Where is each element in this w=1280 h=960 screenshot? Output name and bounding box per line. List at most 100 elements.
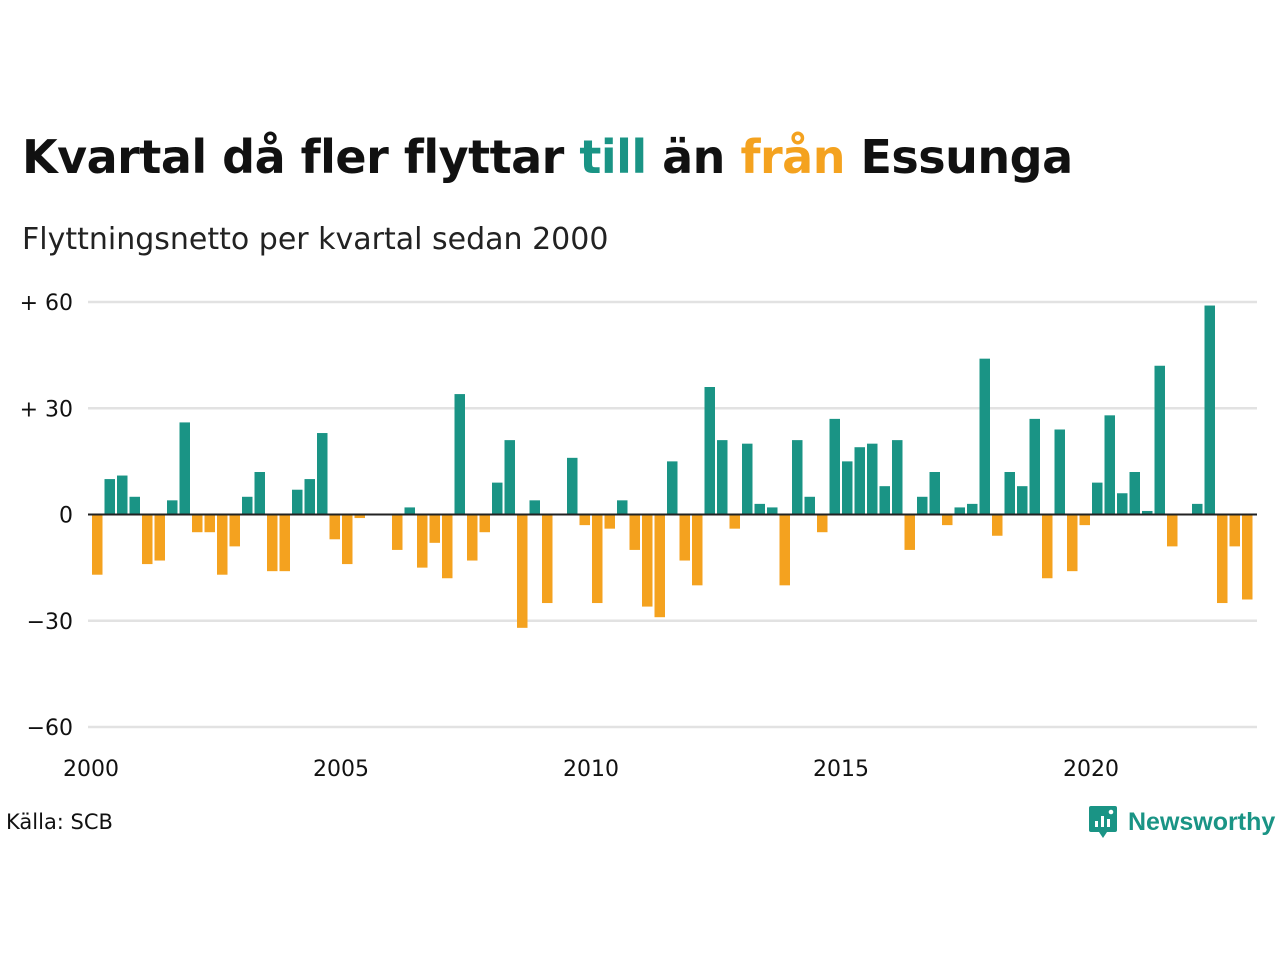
bar-negative <box>629 514 640 550</box>
bar-positive <box>1192 503 1203 515</box>
y-tick-label: + 60 <box>20 291 73 316</box>
bar-positive <box>1142 510 1153 515</box>
newsworthy-chart-bubble-icon <box>1089 806 1117 838</box>
bar-positive <box>1154 365 1165 515</box>
chart-subtitle: Flyttningsnetto per kvartal sedan 2000 <box>22 222 609 257</box>
bar-negative <box>992 514 1003 536</box>
x-tick-label: 2010 <box>563 757 619 782</box>
bar-positive <box>567 457 578 515</box>
bar-positive <box>879 486 890 515</box>
bar-positive <box>867 443 878 515</box>
bar-positive <box>804 496 815 515</box>
chart-title: Kvartal då fler flyttar till än från Ess… <box>22 130 1073 184</box>
bar-positive <box>742 443 753 515</box>
bar-positive <box>1129 472 1140 515</box>
bar-negative <box>1079 514 1090 526</box>
bar-negative <box>354 514 365 519</box>
bar-positive <box>179 422 190 515</box>
bar-positive <box>1092 482 1103 515</box>
bar-positive <box>704 387 715 515</box>
bar-positive <box>929 472 940 515</box>
bar-positive <box>492 482 503 515</box>
bar-positive <box>1029 418 1040 515</box>
title-part-2: än <box>646 130 741 184</box>
x-tick-label: 2020 <box>1063 757 1119 782</box>
bar-negative <box>1042 514 1053 579</box>
gridlines <box>88 300 1257 729</box>
y-axis-tick-labels: + 60 + 30 0 −30 −60 <box>20 291 73 741</box>
bar-negative <box>542 514 553 604</box>
y-tick-label: −60 <box>27 716 73 741</box>
bar-negative <box>329 514 340 540</box>
y-tick-label: 0 <box>59 504 73 529</box>
bar-positive <box>1104 415 1115 515</box>
bar-negative <box>779 514 790 586</box>
bar-negative <box>592 514 603 604</box>
bar-negative <box>154 514 165 561</box>
bar-negative <box>1229 514 1240 547</box>
bar-negative <box>1217 514 1228 604</box>
bar-positive <box>454 394 465 515</box>
source-note: Källa: SCB <box>6 810 113 834</box>
bar-positive <box>667 461 678 515</box>
x-tick-label: 2015 <box>813 757 869 782</box>
bar-negative <box>654 514 665 618</box>
bar-negative <box>517 514 528 628</box>
bar-positive <box>767 507 778 515</box>
bar-negative <box>442 514 453 579</box>
title-part-3: Essunga <box>844 130 1073 184</box>
bar-positive <box>1117 493 1128 515</box>
bar-negative <box>467 514 478 561</box>
bar-positive <box>1004 472 1015 515</box>
bar-negative <box>604 514 615 529</box>
bar-negative <box>692 514 703 586</box>
bar-positive <box>1054 429 1065 515</box>
y-tick-label: −30 <box>27 610 73 635</box>
title-fran: från <box>740 130 845 184</box>
logo-text: Newsworthy <box>1128 807 1276 836</box>
bar-negative <box>1242 514 1253 600</box>
bar-positive <box>754 503 765 515</box>
bar-negative <box>479 514 490 533</box>
x-axis-tick-labels: 2000 2005 2010 2015 2020 <box>63 757 1119 782</box>
newsworthy-logo[interactable]: Newsworthy <box>1088 804 1275 840</box>
bar-negative <box>267 514 278 572</box>
bar-positive <box>504 440 515 515</box>
bar-negative <box>204 514 215 533</box>
bar-positive <box>967 503 978 515</box>
bar-negative <box>817 514 828 533</box>
bar-positive <box>292 489 303 515</box>
bar-negative <box>92 514 103 575</box>
bar-positive <box>104 479 115 515</box>
bar-positive <box>1204 305 1215 515</box>
bar-positive <box>717 440 728 515</box>
bar-positive <box>842 461 853 515</box>
bar-positive <box>1017 486 1028 515</box>
bar-negative <box>729 514 740 529</box>
bar-negative <box>279 514 290 572</box>
bar-negative <box>142 514 153 565</box>
bar-negative <box>942 514 953 526</box>
bar-negative <box>679 514 690 561</box>
y-tick-label: + 30 <box>20 397 73 422</box>
bar-negative <box>229 514 240 547</box>
bar-chart: + 60 + 30 0 −30 −60 2000 2005 2010 2015 2020 <box>20 291 1257 782</box>
bar-positive <box>854 447 865 515</box>
bar-positive <box>117 475 128 515</box>
bar-positive <box>617 500 628 515</box>
bar-positive <box>404 507 415 515</box>
bar-positive <box>167 500 178 515</box>
bar-positive <box>917 496 928 515</box>
bar-positive <box>529 500 540 515</box>
bar-negative <box>1167 514 1178 547</box>
bar-positive <box>829 418 840 515</box>
bar-positive <box>792 440 803 515</box>
bar-negative <box>642 514 653 607</box>
title-part-1: Kvartal då fler flyttar <box>22 130 580 184</box>
x-tick-label: 2000 <box>63 757 119 782</box>
bar-positive <box>304 479 315 515</box>
bar-negative <box>342 514 353 565</box>
bar-negative <box>217 514 228 575</box>
bar-negative <box>392 514 403 550</box>
bar-negative <box>1067 514 1078 572</box>
